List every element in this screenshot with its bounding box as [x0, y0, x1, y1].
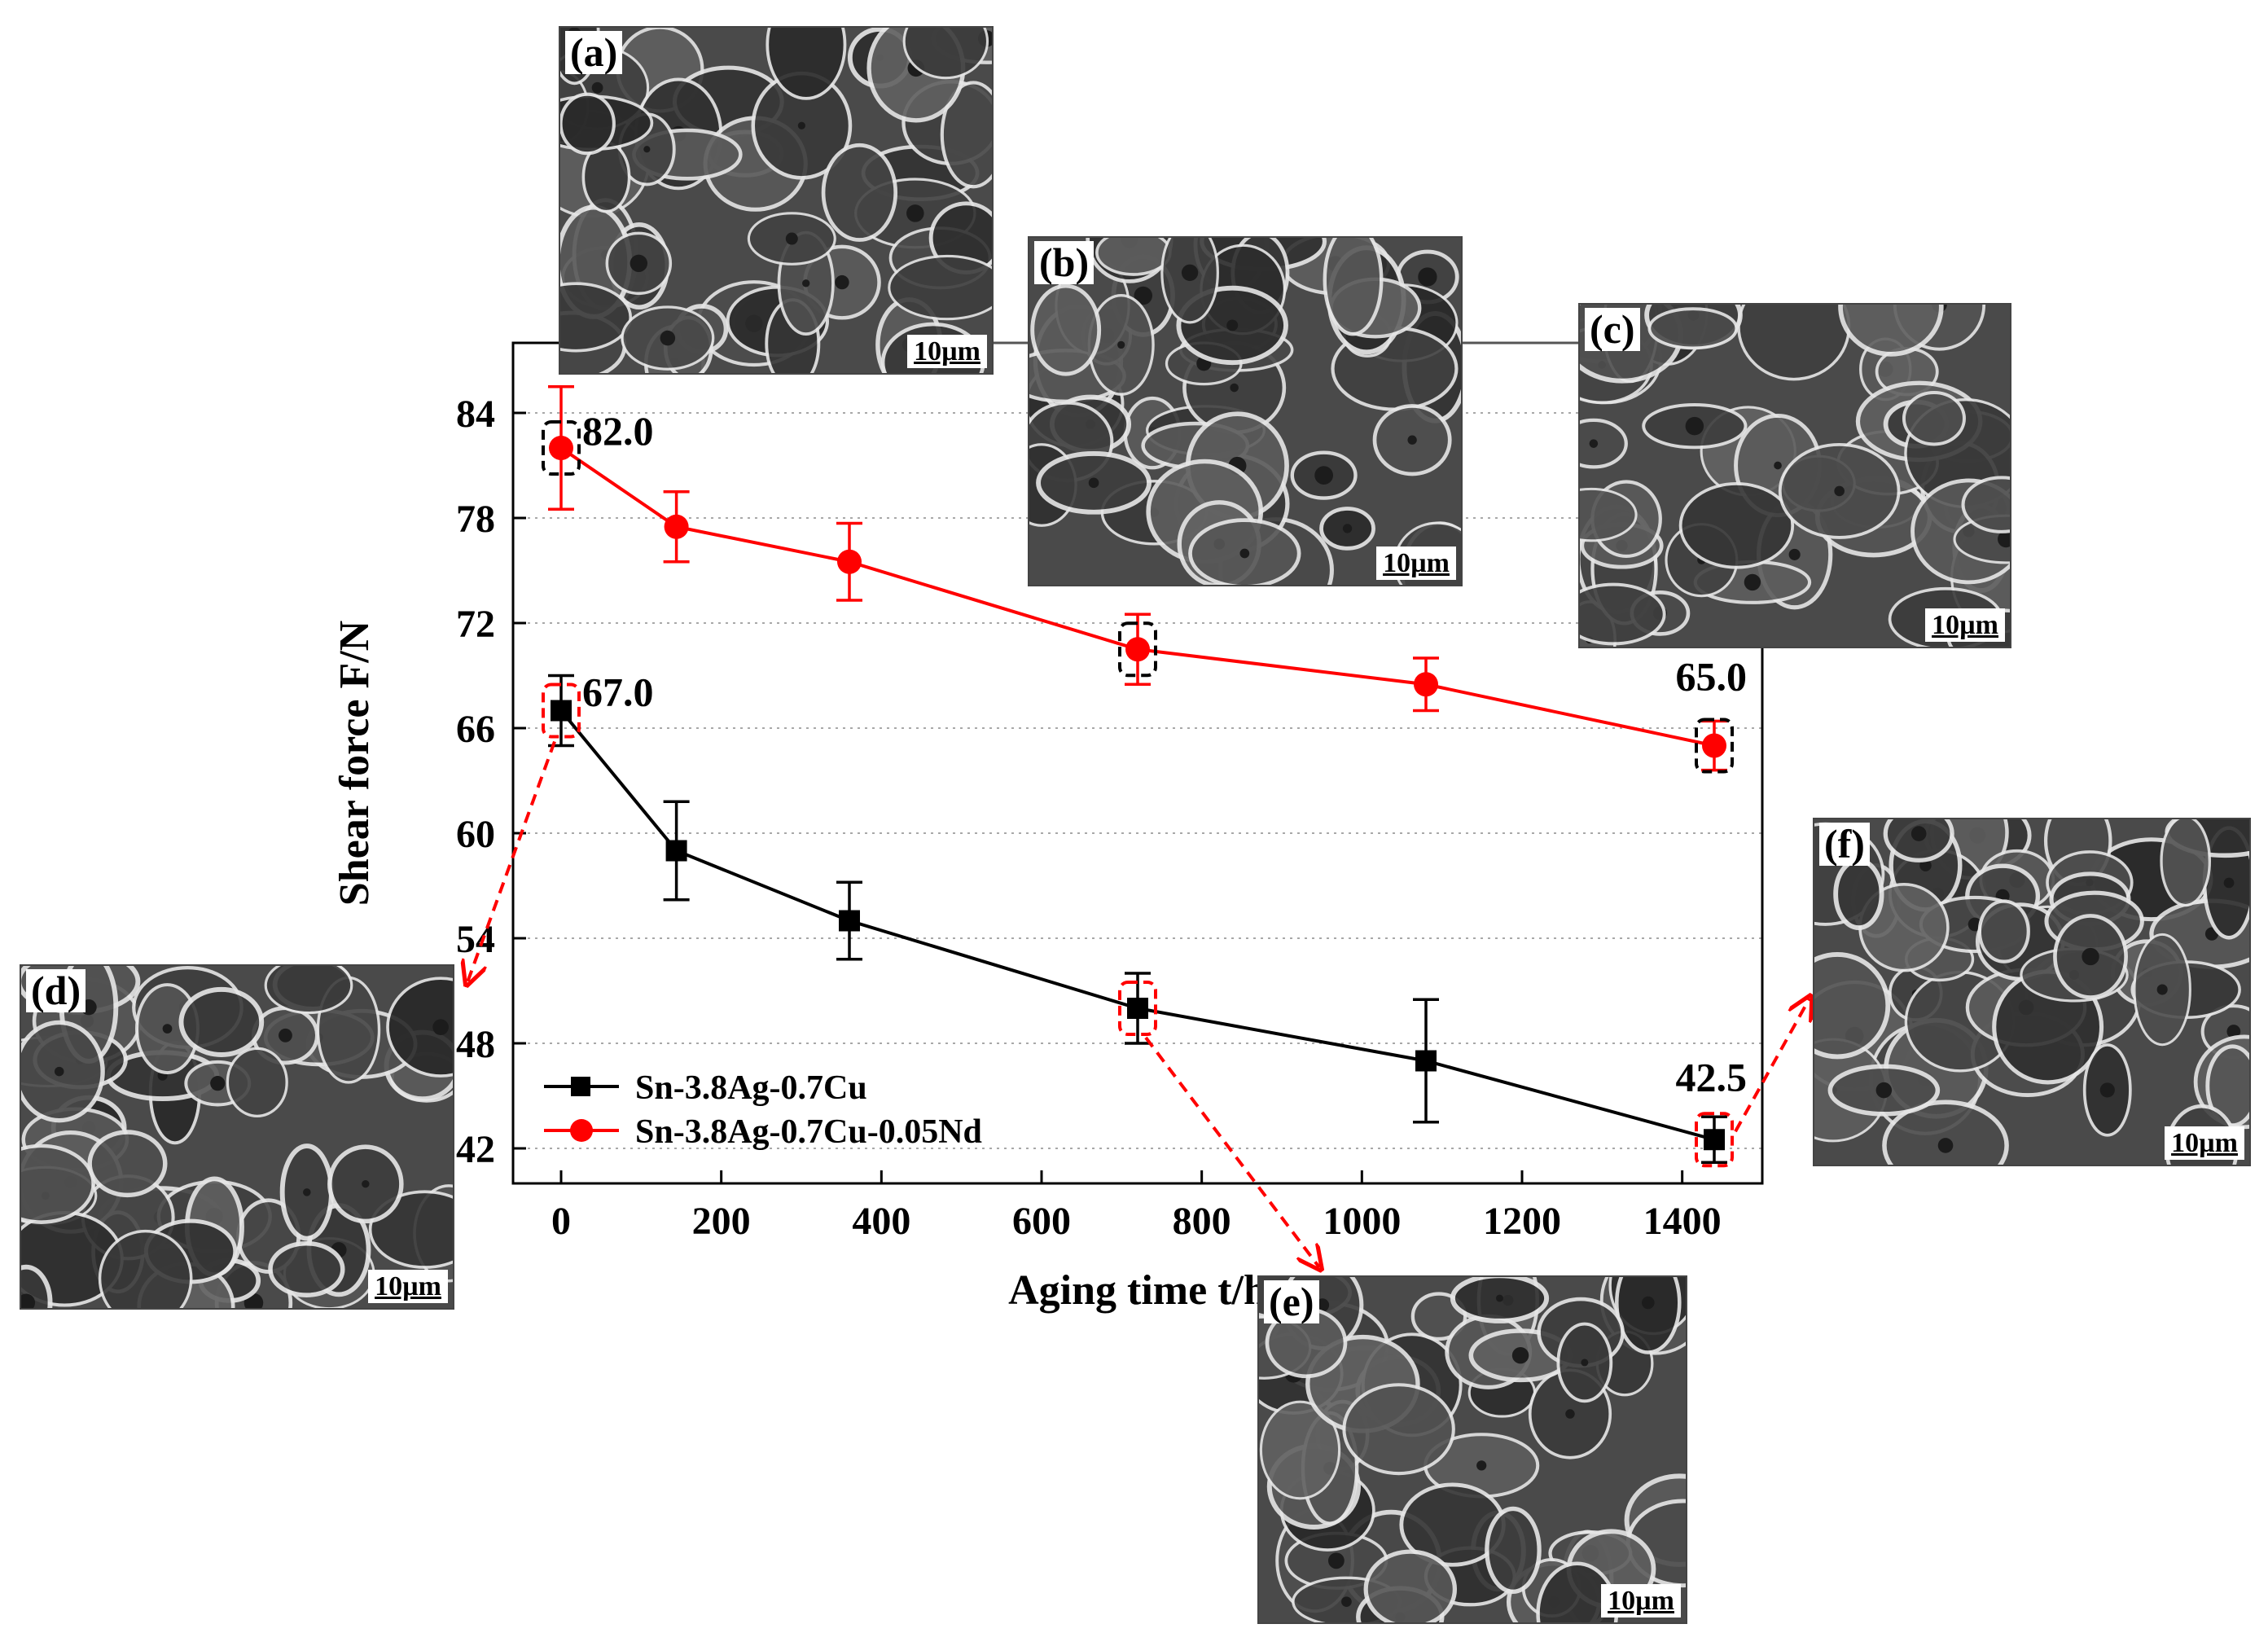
- value-annotation: 67.0: [582, 669, 654, 715]
- y-tick-label: 48: [456, 1023, 495, 1066]
- data-point: [664, 514, 689, 539]
- y-tick-label: 60: [456, 813, 495, 856]
- micrograph-texture: [1029, 238, 1461, 585]
- micrograph-texture: [1259, 1277, 1686, 1622]
- x-axis-title: Aging time t/h: [1008, 1267, 1267, 1314]
- micrograph-f-label: (f): [1819, 823, 1870, 866]
- legend-marker: [571, 1077, 590, 1096]
- y-axis-title: Shear force F/N: [331, 621, 378, 906]
- series-line: [559, 709, 1715, 1142]
- micrograph-c: (c) 10µm: [1578, 303, 2011, 648]
- series-sac-nd: [548, 385, 1727, 772]
- micrograph-texture: [21, 966, 453, 1308]
- x-tick-label: 600: [1012, 1200, 1071, 1243]
- y-tick-label: 42: [456, 1128, 495, 1171]
- legend-marker: [570, 1119, 593, 1142]
- x-tick-label: 0: [551, 1200, 571, 1243]
- value-annotation: 82.0: [582, 408, 654, 454]
- highlight-box: [542, 683, 581, 739]
- micrograph-texture: [560, 28, 992, 373]
- highlight-box: [542, 420, 581, 476]
- series-sac: [548, 674, 1727, 1164]
- micrograph-c-label: (c): [1585, 308, 1640, 351]
- y-tick-label: 78: [456, 498, 495, 541]
- micrograph-e-label: (e): [1264, 1280, 1319, 1323]
- y-tick-label: 66: [456, 708, 495, 751]
- data-point: [1125, 637, 1150, 662]
- data-point: [1704, 1129, 1725, 1151]
- micrograph-b-scale-bar: 10µm: [1376, 546, 1456, 580]
- y-tick-label: 84: [456, 393, 495, 436]
- x-tick-label: 800: [1173, 1200, 1231, 1243]
- y-tick-label: 72: [456, 603, 495, 646]
- x-tick-label: 1000: [1323, 1200, 1401, 1243]
- micrograph-e-scale-bar: 10µm: [1601, 1583, 1681, 1617]
- highlight-box: [1695, 1112, 1734, 1168]
- data-point: [1414, 672, 1438, 697]
- micrograph-d: (d) 10µm: [20, 964, 454, 1310]
- highlight-box: [1118, 621, 1157, 678]
- micrograph-b-label: (b): [1034, 241, 1095, 284]
- data-point: [665, 840, 687, 862]
- micrograph-f-scale-bar: 10µm: [2165, 1126, 2244, 1160]
- x-tick-label: 200: [692, 1200, 751, 1243]
- data-point: [1702, 733, 1726, 758]
- x-tick-label: 1400: [1643, 1200, 1722, 1243]
- data-point: [839, 910, 860, 932]
- micrograph-e: (e) 10µm: [1257, 1275, 1687, 1624]
- highlight-box: [1118, 981, 1157, 1036]
- x-tick-label: 400: [852, 1200, 910, 1243]
- connector-arrow-d: [467, 740, 556, 983]
- micrograph-texture: [1814, 819, 2249, 1165]
- micrograph-c-scale-bar: 10µm: [1925, 608, 2005, 642]
- data-point: [1127, 998, 1148, 1019]
- micrograph-f: (f) 10µm: [1813, 818, 2251, 1166]
- value-annotation: 42.5: [1676, 1054, 1748, 1100]
- connector-arrow-e: [1144, 1036, 1319, 1267]
- legend: Sn-3.8Ag-0.7Cu Sn-3.8Ag-0.7Cu-0.05Nd: [544, 1069, 982, 1151]
- micrograph-a-scale-bar: 10µm: [907, 334, 987, 368]
- micrograph-a-label: (a): [565, 31, 623, 74]
- micrograph-d-label: (d): [26, 969, 86, 1012]
- connector-arrow-f: [1734, 999, 1810, 1133]
- x-tick-label: 1200: [1483, 1200, 1561, 1243]
- micrograph-b: (b) 10µm: [1028, 236, 1463, 586]
- data-point: [549, 436, 573, 460]
- data-point: [837, 549, 862, 574]
- micrograph-texture: [1580, 305, 2010, 647]
- micrograph-d-scale-bar: 10µm: [368, 1269, 448, 1303]
- value-annotation: 65.0: [1676, 654, 1748, 700]
- legend-label: Sn-3.8Ag-0.7Cu-0.05Nd: [635, 1113, 982, 1151]
- highlight-box: [1695, 718, 1734, 774]
- series-line: [559, 446, 1715, 748]
- data-point: [551, 700, 572, 722]
- legend-label: Sn-3.8Ag-0.7Cu: [635, 1069, 867, 1107]
- data-point: [1415, 1050, 1437, 1072]
- micrograph-a: (a) 10µm: [559, 26, 994, 375]
